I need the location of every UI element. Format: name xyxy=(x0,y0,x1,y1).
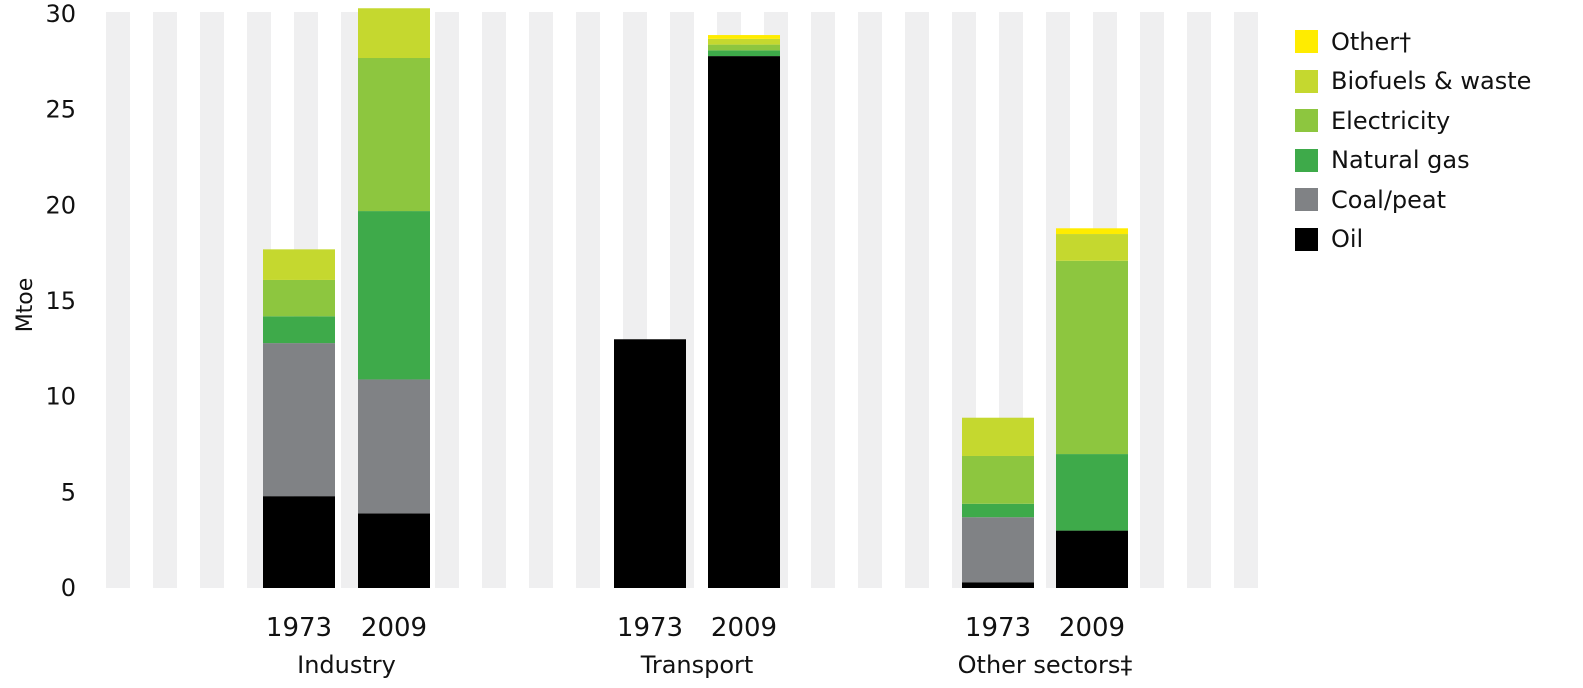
bar-segment-natural-gas xyxy=(358,211,430,380)
bar-segment-electricity xyxy=(708,44,780,51)
bar-segment-biofuels-waste xyxy=(358,8,430,59)
bar-segment-oil xyxy=(962,582,1034,588)
background-stripe xyxy=(858,12,882,588)
legend-swatch xyxy=(1295,30,1318,54)
bar-segment-electricity xyxy=(263,279,335,317)
legend-item: Oil xyxy=(1295,220,1531,260)
bar-segment-oil xyxy=(358,513,430,588)
y-tick-label: 0 xyxy=(61,574,76,602)
background-stripe xyxy=(576,12,600,588)
legend-swatch xyxy=(1295,109,1318,133)
legend-item: Coal/peat xyxy=(1295,180,1531,220)
legend-swatch xyxy=(1295,188,1318,212)
bar-segment-biofuels-waste xyxy=(962,417,1034,456)
bar-segment-biofuels-waste xyxy=(1056,234,1128,261)
legend-label: Natural gas xyxy=(1331,146,1470,175)
background-stripe xyxy=(905,12,929,588)
y-tick-label: 25 xyxy=(45,96,76,124)
legend-label: Oil xyxy=(1331,225,1364,254)
background-stripe xyxy=(529,12,553,588)
legend-label: Coal/peat xyxy=(1331,185,1447,214)
x-group-label: Industry xyxy=(297,651,396,679)
y-tick-label: 5 xyxy=(61,478,76,506)
bar-segment-coal-peat xyxy=(962,517,1034,583)
bars xyxy=(263,8,1128,589)
background-stripe xyxy=(200,12,224,588)
x-category-label: 2009 xyxy=(361,613,427,643)
bar-segment-oil xyxy=(708,56,780,589)
legend-item: Natural gas xyxy=(1295,141,1531,181)
background-stripe xyxy=(106,12,130,588)
bar-segment-natural-gas xyxy=(962,503,1034,518)
legend-swatch xyxy=(1295,69,1318,93)
x-category-label: 2009 xyxy=(1059,613,1125,643)
group-labels: Industry Transport Other sectors‡ xyxy=(297,651,1132,679)
bar-segment-biofuels-waste xyxy=(263,249,335,280)
bar-segment-oil xyxy=(1056,530,1128,588)
legend-swatch xyxy=(1295,148,1318,172)
legend-item: Electricity xyxy=(1295,101,1531,141)
legend-label: Electricity xyxy=(1331,106,1451,135)
bar-segment-natural-gas xyxy=(263,316,335,344)
background-stripe xyxy=(1140,12,1164,588)
bar-segment-coal-peat xyxy=(263,343,335,497)
x-category-label: 2009 xyxy=(711,613,777,643)
bar-segment-other xyxy=(708,35,780,39)
background-stripe xyxy=(811,12,835,588)
legend-item: Biofuels & waste xyxy=(1295,62,1531,102)
category-labels: 1973 2009 1973 2009 1973 2009 xyxy=(266,613,1125,643)
legend: Other† Biofuels & waste Electricity Natural… xyxy=(1295,22,1531,259)
y-tick-label: 15 xyxy=(45,287,76,315)
bar-segment-natural-gas xyxy=(708,50,780,57)
x-category-label: 1973 xyxy=(965,613,1031,643)
background-stripe xyxy=(1234,12,1258,588)
bar-segment-other xyxy=(1056,228,1128,235)
background-stripe xyxy=(435,12,459,588)
legend-swatch xyxy=(1295,227,1318,251)
y-tick-label: 10 xyxy=(45,383,76,411)
x-category-label: 1973 xyxy=(266,613,332,643)
x-group-label: Transport xyxy=(640,651,754,679)
background-stripe xyxy=(153,12,177,588)
bar-segment-electricity xyxy=(1056,260,1128,455)
background-stripe xyxy=(1187,12,1211,588)
legend-item: Other† xyxy=(1295,22,1531,62)
bar-segment-biofuels-waste xyxy=(708,38,780,45)
bar-segment-electricity xyxy=(358,58,430,212)
legend-label: Other† xyxy=(1331,27,1412,56)
bar-segment-electricity xyxy=(962,455,1034,504)
x-category-label: 1973 xyxy=(617,613,683,643)
y-tick-label: 30 xyxy=(45,0,76,28)
y-axis-ticks: 0 5 10 15 20 25 30 xyxy=(45,0,76,602)
bar-segment-natural-gas xyxy=(1056,454,1128,531)
background-stripe xyxy=(482,12,506,588)
x-group-label: Other sectors‡ xyxy=(958,651,1133,679)
bar-segment-oil xyxy=(614,339,686,588)
bar-segment-coal-peat xyxy=(358,379,430,514)
y-tick-label: 20 xyxy=(45,191,76,219)
bar-segment-oil xyxy=(263,496,335,588)
y-axis-label: Mtoe xyxy=(13,278,38,333)
legend-label: Biofuels & waste xyxy=(1331,67,1532,96)
